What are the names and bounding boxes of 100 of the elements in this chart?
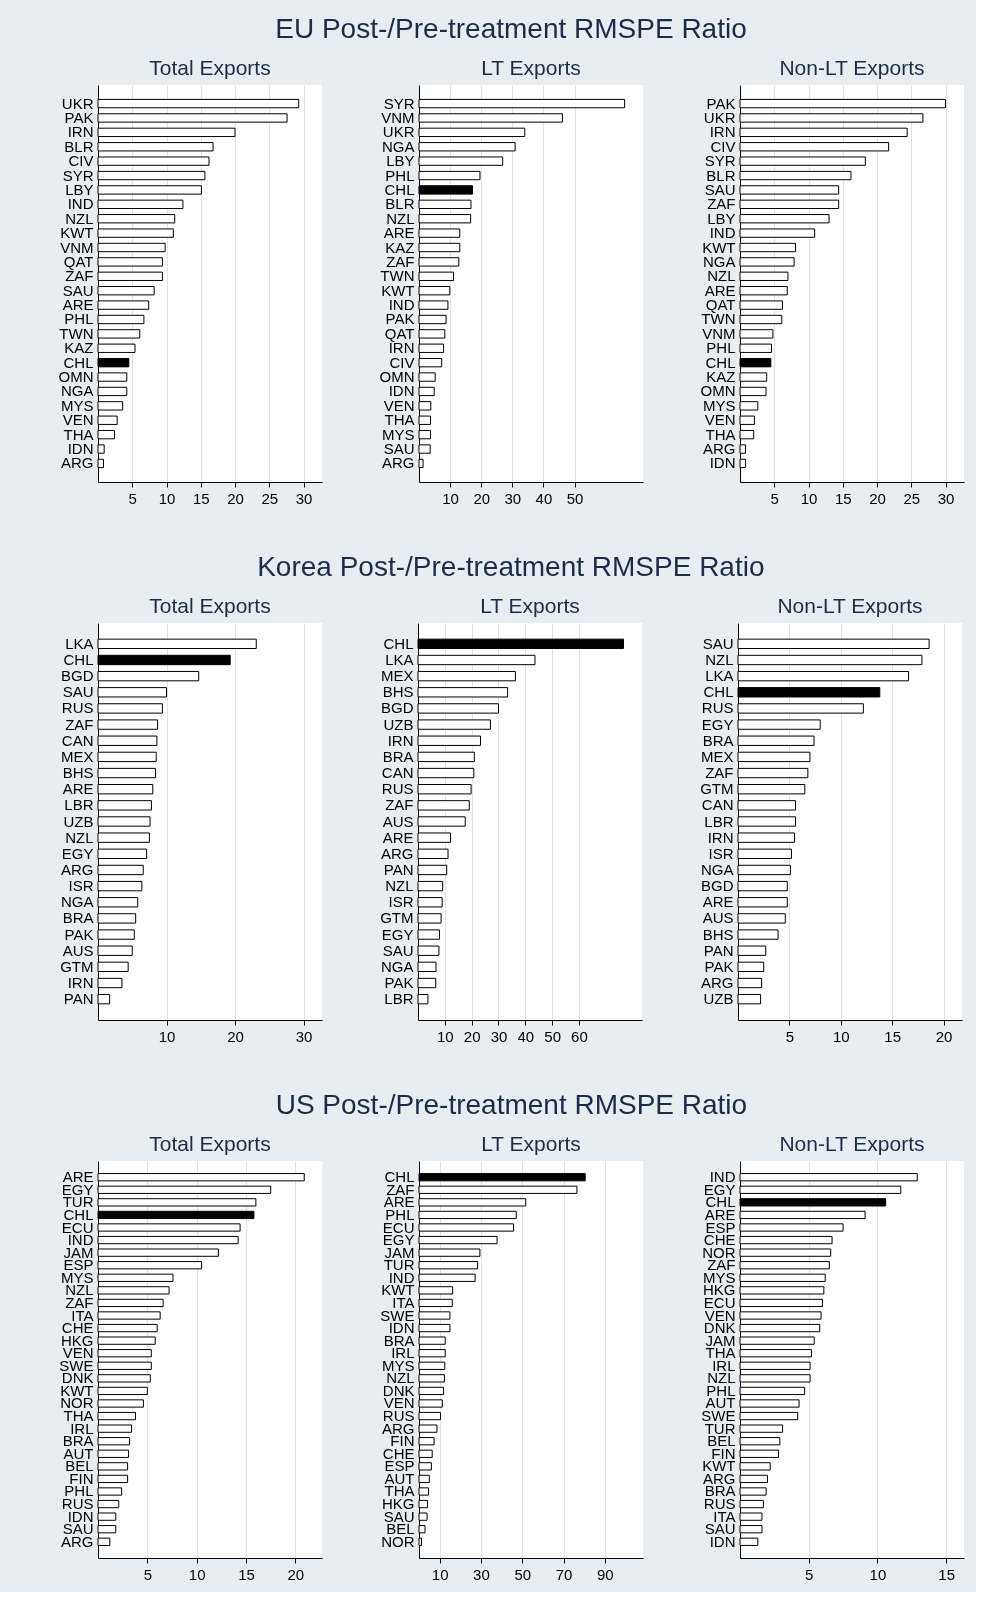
x-tick-label: 10 bbox=[158, 1027, 176, 1045]
x-tick-label: 20 bbox=[227, 489, 244, 507]
chart-title: LT Exports bbox=[481, 56, 581, 79]
chart-title: Non-LT Exports bbox=[779, 56, 925, 79]
y-tick-label: NGA bbox=[60, 893, 94, 911]
y-tick-label: EGY bbox=[61, 844, 94, 862]
text: Korea Post-/Pre-treatment RMSPE Ratio bbox=[257, 551, 765, 582]
y-tick-label: SAU bbox=[62, 281, 94, 299]
y-tick-label: UZB bbox=[383, 715, 414, 733]
y-tick-label: ZAF bbox=[65, 715, 94, 733]
y-tick-label: ARE bbox=[702, 893, 734, 911]
y-tick-label: NZL bbox=[385, 877, 414, 895]
y-tick-label: AUS bbox=[382, 812, 414, 830]
y-tick-label: ARG bbox=[700, 974, 734, 992]
chart-title: Total Exports bbox=[149, 56, 271, 79]
y-tick-label: PAK bbox=[704, 957, 734, 975]
y-tick-label: MEX bbox=[60, 747, 94, 765]
y-tick-label: GTM bbox=[380, 909, 414, 927]
y-tick-label: LKA bbox=[705, 667, 734, 685]
x-tick-label: 20 bbox=[227, 1027, 244, 1045]
y-tick-label: ISR bbox=[68, 877, 94, 895]
y-tick-label: BGD bbox=[60, 667, 94, 685]
y-tick-label: SAU bbox=[382, 941, 414, 959]
x-tick-label: 30 bbox=[504, 489, 522, 507]
y-tick-label: UZB bbox=[63, 812, 94, 830]
x-tick-label: 15 bbox=[192, 489, 210, 507]
y-tick-label: CHL bbox=[703, 683, 734, 701]
x-tick-label: 5 bbox=[785, 1027, 795, 1045]
text: EU Post-/Pre-treatment RMSPE Ratio bbox=[275, 13, 747, 44]
y-tick-label: BHS bbox=[702, 925, 734, 943]
y-tick-label: BRA bbox=[702, 731, 734, 749]
x-tick-label: 10 bbox=[158, 489, 176, 507]
y-tick-label: NGA bbox=[700, 860, 734, 878]
x-tick-label: 20 bbox=[463, 1027, 481, 1045]
x-tick-label: 25 bbox=[261, 489, 279, 507]
y-tick-label: ISR bbox=[388, 893, 414, 911]
y-tick-label: NGA bbox=[380, 957, 414, 975]
x-tick-label: 15 bbox=[834, 489, 852, 507]
y-tick-label: IRN bbox=[707, 828, 734, 846]
y-tick-label: CHL bbox=[384, 1168, 415, 1186]
y-tick-label: ARG bbox=[380, 844, 414, 862]
x-tick-label: 15 bbox=[238, 1565, 255, 1583]
x-tick-label: 5 bbox=[805, 1565, 814, 1583]
y-tick-label: LBR bbox=[704, 812, 734, 830]
y-tick-label: ZAF bbox=[385, 796, 414, 814]
x-tick-label: 20 bbox=[287, 1565, 305, 1583]
x-tick-label: 10 bbox=[436, 1027, 454, 1045]
y-tick-label: SWE bbox=[701, 1407, 736, 1425]
x-tick-label: 50 bbox=[514, 1565, 532, 1583]
chart-title: Non-LT Exports bbox=[779, 1132, 925, 1155]
y-tick-label: LBR bbox=[384, 990, 414, 1008]
y-tick-label: BHS bbox=[62, 764, 94, 782]
x-tick-label: 30 bbox=[490, 1027, 508, 1045]
x-tick-label: 20 bbox=[869, 489, 886, 507]
y-tick-label: GTM bbox=[60, 957, 94, 975]
x-tick-label: 40 bbox=[535, 489, 553, 507]
chart-title: Total Exports bbox=[149, 1132, 271, 1155]
y-tick-label: PAK bbox=[384, 974, 414, 992]
y-tick-label: LBR bbox=[64, 796, 94, 814]
x-tick-label: 15 bbox=[884, 1027, 901, 1045]
y-tick-label: HKG bbox=[381, 1495, 415, 1513]
x-tick-label: 10 bbox=[832, 1027, 850, 1045]
y-tick-label: CIV bbox=[389, 353, 415, 371]
y-tick-label: PAN bbox=[703, 941, 734, 959]
y-tick-label: RUS bbox=[701, 699, 734, 717]
y-tick-label: UZB bbox=[703, 990, 734, 1008]
y-tick-label: AUS bbox=[702, 909, 734, 927]
chart-title: LT Exports bbox=[481, 1132, 581, 1155]
y-tick-label: CAN bbox=[381, 764, 414, 782]
x-tick-label: 5 bbox=[143, 1565, 153, 1583]
y-tick-label: CAN bbox=[61, 731, 94, 749]
y-tick-label: CHL bbox=[63, 650, 94, 668]
y-tick-label: BGD bbox=[700, 877, 734, 895]
chart-title: Non-LT Exports bbox=[777, 594, 923, 617]
x-tick-label: 20 bbox=[473, 489, 491, 507]
x-tick-label: 20 bbox=[935, 1027, 953, 1045]
y-tick-label: CAN bbox=[701, 796, 734, 814]
chart-title: Total Exports bbox=[149, 594, 271, 617]
y-tick-label: RUS bbox=[61, 699, 94, 717]
y-tick-label: IRN bbox=[67, 974, 94, 992]
y-tick-label: MEX bbox=[700, 747, 734, 765]
y-tick-label: ISR bbox=[708, 844, 734, 862]
y-tick-label: BRA bbox=[382, 747, 414, 765]
y-tick-label: ARG bbox=[60, 860, 94, 878]
y-tick-label: GTM bbox=[700, 780, 734, 798]
x-tick-label: 30 bbox=[295, 489, 313, 507]
y-tick-label: NZL bbox=[65, 828, 94, 846]
y-tick-label: RUS bbox=[703, 1495, 736, 1513]
y-tick-label: EGY bbox=[701, 715, 734, 733]
y-tick-label: BRA bbox=[62, 909, 94, 927]
y-tick-label: NZL bbox=[705, 650, 734, 668]
x-tick-label: 30 bbox=[295, 1027, 313, 1045]
x-tick-label: 70 bbox=[555, 1565, 573, 1583]
x-tick-label: 5 bbox=[770, 489, 779, 507]
y-tick-label: LKA bbox=[385, 650, 414, 668]
y-tick-label: THA bbox=[63, 1407, 94, 1425]
y-tick-label: ARE bbox=[62, 780, 94, 798]
y-tick-label: PAN bbox=[63, 990, 94, 1008]
y-tick-label: CHL bbox=[383, 634, 414, 652]
x-tick-label: 10 bbox=[800, 489, 818, 507]
